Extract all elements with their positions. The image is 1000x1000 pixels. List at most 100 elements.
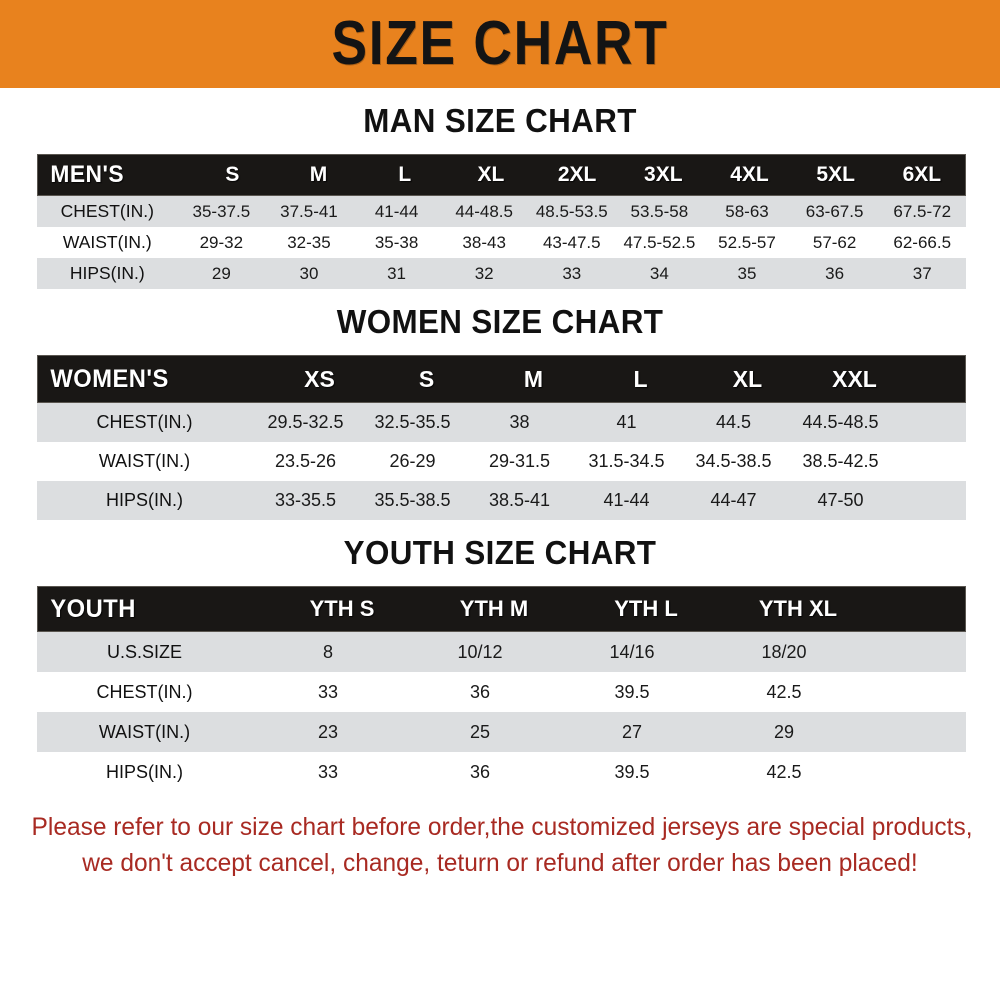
men-hips-l: 31 (387, 263, 407, 283)
women-waist-xs: 23.5-26 (274, 451, 337, 471)
youth-chest-label: CHEST(IN.) (96, 681, 193, 702)
women-header-size-s: S (418, 365, 435, 392)
men-hips-m: 30 (299, 263, 319, 283)
men-size-table: MEN'S S M L XL 2XL 3XL 4XL 5XL 6XL CHEST… (37, 154, 966, 289)
women-hips-xs: 33-35.5 (274, 490, 337, 510)
youth-hips-s: 33 (317, 761, 339, 782)
section-title-men: MAN SIZE CHART (363, 102, 637, 139)
men-chest-4xl: 58-63 (725, 201, 769, 221)
men-chest-3xl: 53.5-58 (630, 201, 689, 221)
youth-hips-label: HIPS(IN.) (105, 761, 183, 782)
women-header-size-xs: XS (304, 365, 335, 392)
policy-note: Please refer to our size chart before or… (10, 810, 990, 881)
men-waist-4xl: 52.5-57 (718, 232, 776, 252)
men-header-size-l: L (398, 163, 412, 186)
women-chest-l: 41 (616, 412, 637, 432)
men-hips-xl: 32 (474, 263, 494, 283)
women-hips-xxl: 47-50 (817, 490, 864, 510)
women-chest-xxl: 44.5-48.5 (802, 412, 879, 432)
men-hips-5xl: 36 (825, 263, 845, 283)
policy-note-line-2: we don't accept cancel, change, teturn o… (82, 848, 918, 877)
youth-waist-l: 27 (621, 721, 643, 742)
table-row: CHEST(IN.) 35-37.5 37.5-41 41-44 44-48.5… (37, 196, 966, 227)
women-hips-l: 41-44 (603, 490, 650, 510)
men-waist-s: 29-32 (199, 232, 244, 252)
men-header-size-s: S (225, 163, 240, 186)
men-chest-label: CHEST(IN.) (60, 201, 154, 221)
youth-chest-s: 33 (317, 681, 339, 702)
youth-size-table: YOUTH YTH S YTH M YTH L YTH XL U.S.SIZE … (37, 586, 966, 792)
women-waist-xl: 34.5-38.5 (695, 451, 772, 471)
men-chest-m: 37.5-41 (280, 201, 338, 221)
men-waist-6xl: 62-66.5 (893, 232, 952, 252)
women-chest-m: 38 (509, 412, 530, 432)
men-chest-s: 35-37.5 (192, 201, 251, 221)
policy-note-line-1: Please refer to our size chart before or… (31, 813, 973, 841)
women-hips-label: HIPS(IN.) (105, 490, 183, 510)
men-waist-3xl: 47.5-52.5 (623, 232, 696, 252)
women-waist-s: 26-29 (389, 451, 436, 471)
youth-header-size-s: YTH S (309, 596, 375, 621)
men-chest-l: 41-44 (374, 201, 419, 221)
men-header-size-5xl: 5XL (816, 163, 855, 186)
section-title-youth: YOUTH SIZE CHART (343, 534, 657, 571)
women-waist-m: 29-31.5 (488, 451, 551, 471)
women-header-size-xxl: XXL (832, 365, 877, 392)
table-row: HIPS(IN.) 29 30 31 32 33 34 35 36 37 (37, 258, 966, 289)
table-row: HIPS(IN.) 33-35.5 35.5-38.5 38.5-41 41-4… (37, 481, 966, 520)
men-header-size-xl: XL (477, 163, 505, 186)
youth-ussize-m: 10/12 (457, 641, 503, 662)
men-waist-5xl: 57-62 (812, 232, 857, 252)
table-row: CHEST(IN.) 33 36 39.5 42.5 (37, 672, 966, 712)
women-chest-label: CHEST(IN.) (96, 412, 193, 432)
men-chest-2xl: 48.5-53.5 (535, 201, 608, 221)
youth-ussize-label: U.S.SIZE (106, 641, 182, 662)
men-table-header-row: MEN'S S M L XL 2XL 3XL 4XL 5XL 6XL (37, 154, 966, 196)
men-chest-5xl: 63-67.5 (805, 201, 864, 221)
men-hips-6xl: 37 (912, 263, 932, 283)
men-hips-2xl: 33 (562, 263, 582, 283)
women-chest-s: 32.5-35.5 (374, 412, 451, 432)
youth-ussize-l: 14/16 (609, 641, 655, 662)
youth-waist-m: 25 (469, 721, 491, 742)
men-waist-l: 35-38 (374, 232, 419, 252)
men-hips-label: HIPS(IN.) (69, 263, 145, 283)
table-row: WAIST(IN.) 29-32 32-35 35-38 38-43 43-47… (37, 227, 966, 258)
men-chest-xl: 44-48.5 (455, 201, 513, 221)
youth-waist-label: WAIST(IN.) (98, 721, 191, 742)
men-waist-m: 32-35 (287, 232, 331, 252)
page-title: SIZE CHART (331, 9, 669, 78)
section-men: MAN SIZE CHART MEN'S S M L XL 2XL 3XL 4X… (0, 102, 1000, 289)
women-header-label: WOMEN'S (50, 364, 169, 393)
women-waist-xxl: 38.5-42.5 (802, 451, 879, 471)
men-waist-label: WAIST(IN.) (62, 232, 152, 252)
women-header-size-m: M (523, 365, 544, 392)
women-hips-m: 38.5-41 (488, 490, 551, 510)
youth-header-size-l: YTH L (614, 596, 678, 621)
table-row: U.S.SIZE 8 10/12 14/16 18/20 (37, 632, 966, 672)
men-header-size-3xl: 3XL (644, 163, 683, 186)
women-waist-l: 31.5-34.5 (588, 451, 665, 471)
men-header-size-6xl: 6XL (902, 163, 942, 186)
banner: SIZE CHART (0, 0, 1000, 88)
section-women: WOMEN SIZE CHART WOMEN'S XS S M L XL XXL… (0, 303, 1000, 520)
men-hips-s: 29 (211, 263, 231, 283)
men-header-size-2xl: 2XL (557, 163, 597, 186)
youth-chest-xl: 42.5 (766, 681, 802, 702)
table-row: WAIST(IN.) 23.5-26 26-29 29-31.5 31.5-34… (37, 442, 966, 481)
women-header-size-l: L (633, 365, 648, 392)
youth-hips-xl: 42.5 (766, 761, 802, 782)
men-header-size-m: M (309, 163, 328, 186)
youth-header-size-xl: YTH XL (758, 596, 838, 621)
youth-table-header-row: YOUTH YTH S YTH M YTH L YTH XL (37, 586, 966, 632)
table-row: CHEST(IN.) 29.5-32.5 32.5-35.5 38 41 44.… (37, 403, 966, 442)
youth-hips-l: 39.5 (614, 761, 650, 782)
men-hips-4xl: 35 (737, 263, 757, 283)
men-chest-6xl: 67.5-72 (893, 201, 952, 221)
women-size-table: WOMEN'S XS S M L XL XXL CHEST(IN.) 29.5-… (37, 355, 966, 520)
youth-waist-xl: 29 (773, 721, 795, 742)
women-waist-label: WAIST(IN.) (98, 451, 191, 471)
youth-waist-s: 23 (317, 721, 339, 742)
men-waist-2xl: 43-47.5 (542, 232, 601, 252)
